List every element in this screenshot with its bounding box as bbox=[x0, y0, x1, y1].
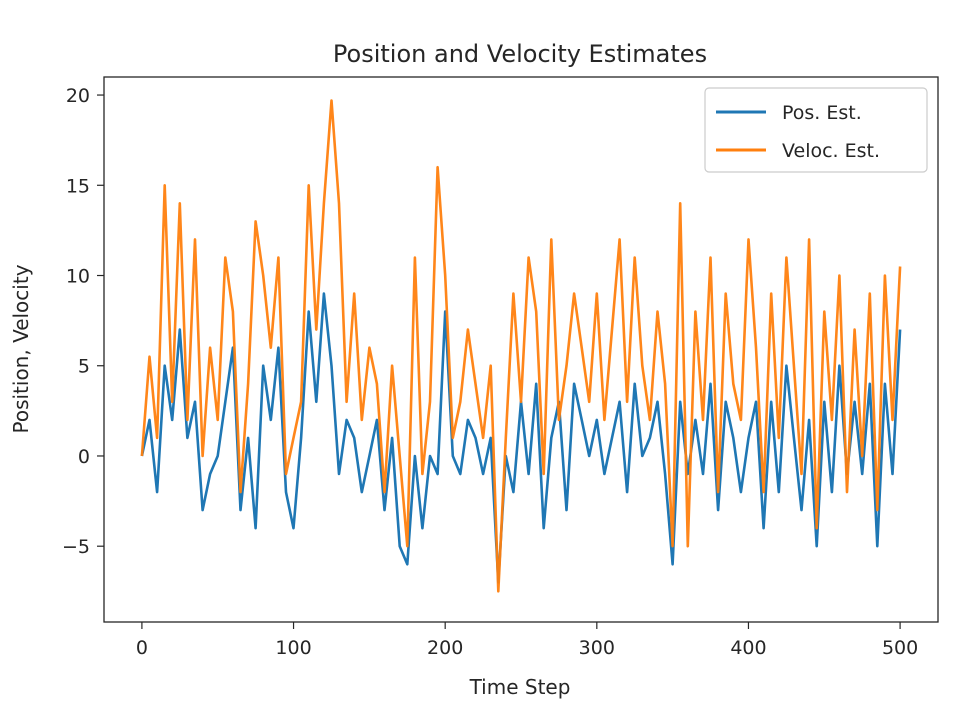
x-axis: 0 100 200 300 400 500 bbox=[136, 622, 918, 659]
x-tick-label: 400 bbox=[730, 637, 766, 659]
x-axis-label: Time Step bbox=[469, 675, 571, 699]
plot-frame bbox=[103, 76, 939, 623]
series-line-veloc-est bbox=[140, 99, 902, 593]
y-tick-label: 10 bbox=[66, 266, 90, 288]
legend: Pos. Est. Veloc. Est. bbox=[704, 87, 928, 173]
y-tick-label: 5 bbox=[78, 356, 90, 378]
y-axis: −5 0 5 10 15 20 bbox=[62, 85, 104, 558]
x-tick-label: 0 bbox=[136, 637, 148, 659]
y-axis-label: Position, Velocity bbox=[9, 264, 33, 433]
x-tick-label: 200 bbox=[427, 637, 463, 659]
x-tick-label: 300 bbox=[579, 637, 615, 659]
x-tick-label: 100 bbox=[275, 637, 311, 659]
y-tick-label: −5 bbox=[62, 536, 90, 558]
y-tick-label: 20 bbox=[66, 85, 90, 107]
y-tick-label: 0 bbox=[78, 446, 90, 468]
legend-label-pos-est: Pos. Est. bbox=[782, 102, 862, 124]
x-tick-label: 500 bbox=[882, 637, 918, 659]
legend-label-veloc-est: Veloc. Est. bbox=[782, 140, 880, 162]
y-tick-label: 15 bbox=[66, 175, 90, 197]
series-layer bbox=[140, 99, 902, 593]
chart-title: Position and Velocity Estimates bbox=[333, 40, 707, 68]
